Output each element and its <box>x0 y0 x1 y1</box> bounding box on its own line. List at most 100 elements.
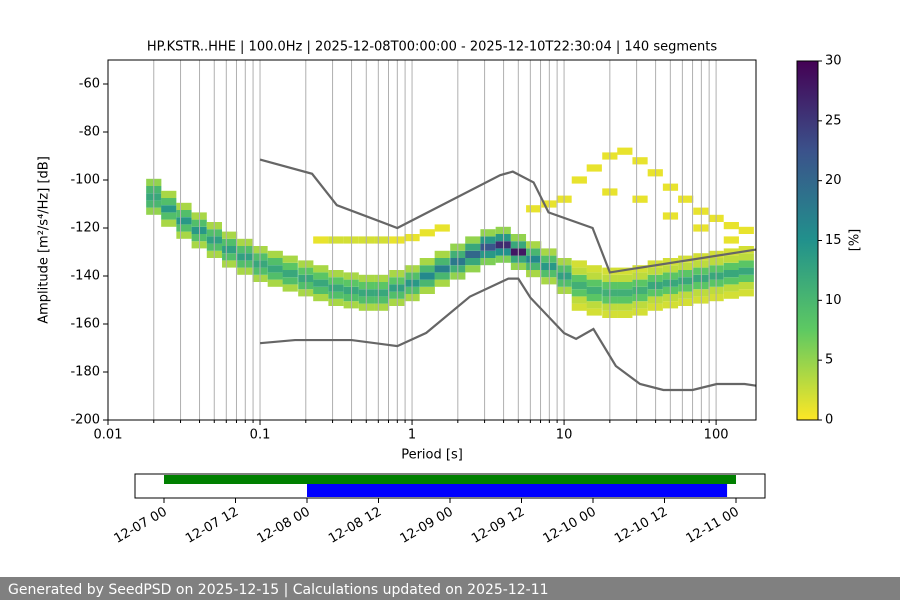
y-tick-label: -180 <box>70 365 100 380</box>
psd-cell <box>586 279 602 287</box>
psd-cell <box>617 282 633 290</box>
psd-cell <box>632 301 648 309</box>
psd-cell <box>282 255 298 263</box>
psd-cell <box>738 282 754 290</box>
psd-cell <box>586 265 602 273</box>
psd-cell <box>571 260 587 268</box>
psd-cell <box>723 262 739 270</box>
x-tick-label: 0.1 <box>250 428 271 443</box>
axes: 0.01 0.1 1 10 100-200-180-160-140-120-100-80… <box>70 54 841 547</box>
psd-cell <box>617 147 633 155</box>
psd-cell <box>678 195 694 203</box>
psd-cell <box>313 265 329 273</box>
chart-title: HP.KSTR..HHE | 100.0Hz | 2025-12-08T00:0… <box>147 40 717 55</box>
psd-cell <box>678 270 694 278</box>
psd-cell <box>434 250 450 258</box>
psd-cell <box>586 272 602 280</box>
x-tick-label: 12-10 12 <box>612 505 670 547</box>
psd-cell <box>678 255 694 263</box>
psd-cell <box>328 291 344 299</box>
heatmap <box>146 147 754 318</box>
psd-cell <box>282 277 298 285</box>
psd-cell <box>526 248 542 256</box>
psd-cell <box>282 284 298 292</box>
psd-cell <box>434 279 450 287</box>
psd-cell <box>571 289 587 297</box>
y-tick-label: -120 <box>70 221 100 236</box>
psd-cell <box>526 262 542 270</box>
x-tick-label: 0.01 <box>94 428 123 443</box>
psd-cell <box>161 190 177 198</box>
psd-cell <box>465 243 481 251</box>
psd-cell <box>419 272 435 280</box>
psd-cell <box>617 267 633 275</box>
psd-cell <box>723 277 739 285</box>
y-tick-label: -200 <box>70 413 100 428</box>
psd-cell <box>465 258 481 266</box>
psd-cell <box>632 279 648 287</box>
x-axis-label: Period [s] <box>401 448 463 463</box>
psd-cell <box>480 258 496 266</box>
psd-cell <box>313 279 329 287</box>
psd-cell <box>723 248 739 256</box>
psd-cell <box>480 243 496 251</box>
psd-cell <box>282 270 298 278</box>
psd-cell <box>723 284 739 292</box>
x-tick-label: 100 <box>704 428 729 443</box>
psd-cell <box>374 296 390 304</box>
psd-cell <box>434 224 450 232</box>
psd-cell <box>723 270 739 278</box>
psd-cell <box>176 210 192 218</box>
psd-cell <box>419 286 435 294</box>
x-tick-label: 12-07 12 <box>183 505 241 547</box>
psd-cell <box>434 272 450 280</box>
psd-cell <box>738 267 754 275</box>
psd-cell <box>678 262 694 270</box>
psd-cell <box>328 236 344 244</box>
colorbar-tick-label: 0 <box>825 413 833 428</box>
psd-cell <box>632 308 648 316</box>
psd-cell <box>282 262 298 270</box>
psd-cell <box>617 296 633 304</box>
psd-cell <box>328 277 344 285</box>
noise-model-line <box>259 158 757 274</box>
footer-bar <box>0 577 900 600</box>
psd-cell <box>161 205 177 213</box>
psd-cell <box>632 294 648 302</box>
footer-text: Generated by SeedPSD on 2025-12-15 | Cal… <box>8 582 549 598</box>
data-span <box>306 484 728 497</box>
psd-cell <box>419 279 435 287</box>
psd-cell <box>617 310 633 318</box>
psd-cell <box>374 289 390 297</box>
psd-cell <box>678 291 694 299</box>
psd-cell <box>480 236 496 244</box>
psd-cell <box>374 282 390 290</box>
psd-cell <box>328 298 344 306</box>
psd-cell <box>571 274 587 282</box>
psd-cell <box>632 157 648 165</box>
psd-cell <box>419 265 435 273</box>
psd-cell <box>374 274 390 282</box>
psd-cell <box>678 298 694 306</box>
y-tick-label: -60 <box>79 77 100 92</box>
x-tick-label: 12-08 00 <box>255 505 313 547</box>
x-tick-label: 12-11 00 <box>684 505 742 547</box>
colorbar-tick-label: 25 <box>825 113 842 128</box>
psd-cell <box>723 291 739 299</box>
psd-cell <box>328 284 344 292</box>
x-tick-label: 12-10 00 <box>541 505 599 547</box>
psd-cell <box>617 289 633 297</box>
psd-cell <box>526 255 542 263</box>
psd-cell <box>723 222 739 230</box>
psd-cell <box>374 303 390 311</box>
psd-cell <box>313 294 329 302</box>
psd-cell <box>374 236 390 244</box>
psd-cell <box>480 229 496 237</box>
psd-cell <box>738 226 754 234</box>
psd-cell <box>617 274 633 282</box>
psd-cell <box>571 282 587 290</box>
psd-cell <box>267 258 283 266</box>
noise-model-line <box>259 277 757 392</box>
psd-cell <box>738 260 754 268</box>
x-tick-label: 12-09 00 <box>398 505 456 547</box>
